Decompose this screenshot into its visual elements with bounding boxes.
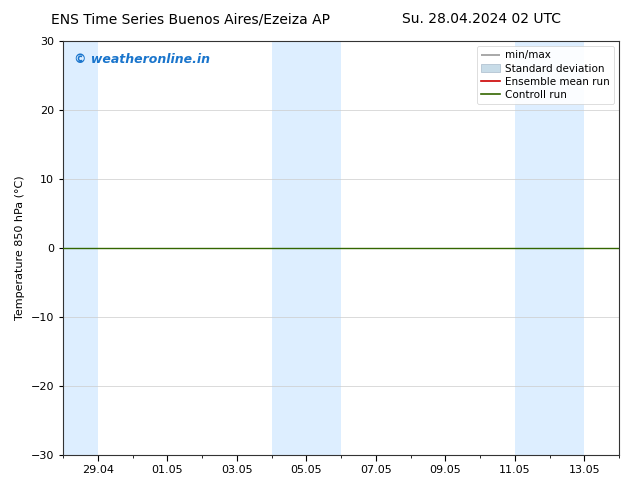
Y-axis label: Temperature 850 hPa (°C): Temperature 850 hPa (°C) — [15, 175, 25, 320]
Bar — [515, 41, 585, 455]
Bar — [271, 41, 341, 455]
Legend: min/max, Standard deviation, Ensemble mean run, Controll run: min/max, Standard deviation, Ensemble me… — [477, 46, 614, 104]
Text: © weatheronline.in: © weatheronline.in — [74, 53, 210, 67]
Text: ENS Time Series Buenos Aires/Ezeiza AP: ENS Time Series Buenos Aires/Ezeiza AP — [51, 12, 330, 26]
Bar — [63, 41, 98, 455]
Text: Su. 28.04.2024 02 UTC: Su. 28.04.2024 02 UTC — [403, 12, 561, 26]
